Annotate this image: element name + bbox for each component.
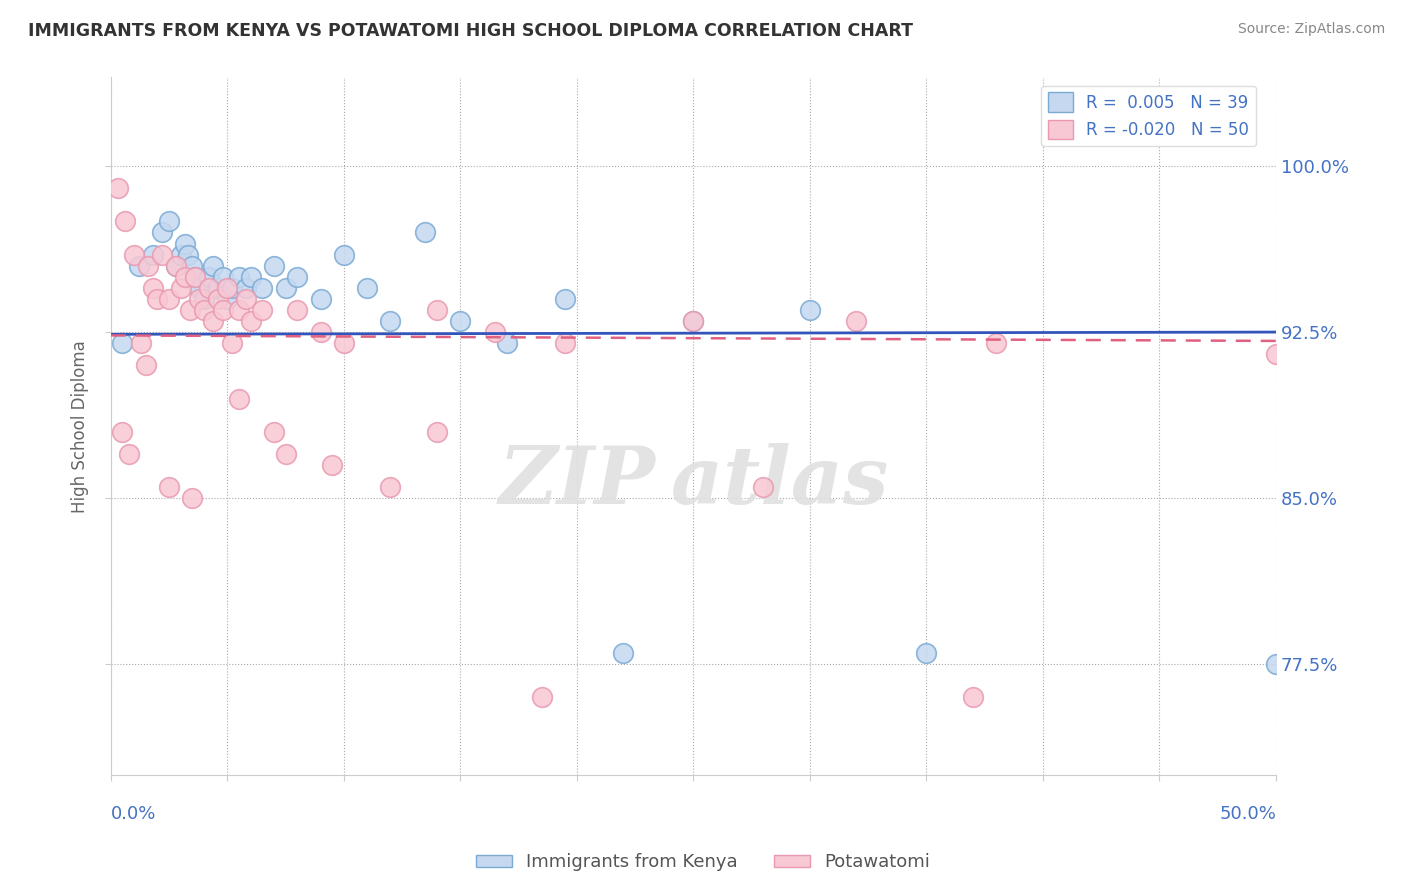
Point [221, 281, 243, 295]
Point [274, 447, 297, 461]
Point [496, 336, 519, 351]
Point [752, 480, 775, 494]
Point [612, 646, 634, 660]
Point [207, 292, 229, 306]
Point [157, 292, 180, 306]
Text: Source: ZipAtlas.com: Source: ZipAtlas.com [1237, 22, 1385, 37]
Point [682, 314, 704, 328]
Point [174, 236, 197, 251]
Point [142, 281, 165, 295]
Point [188, 292, 211, 306]
Point [415, 226, 437, 240]
Point [174, 269, 197, 284]
Point [239, 314, 262, 328]
Point [554, 292, 576, 306]
Point [107, 181, 129, 195]
Point [333, 336, 356, 351]
Point [426, 302, 449, 317]
Point [530, 690, 553, 705]
Point [142, 247, 165, 261]
Point [181, 491, 204, 505]
Point [263, 425, 285, 439]
Point [217, 281, 239, 295]
Text: IMMIGRANTS FROM KENYA VS POTAWATOMI HIGH SCHOOL DIPLOMA CORRELATION CHART: IMMIGRANTS FROM KENYA VS POTAWATOMI HIGH… [28, 22, 912, 40]
Legend: Immigrants from Kenya, Potawatomi: Immigrants from Kenya, Potawatomi [468, 847, 938, 879]
Point [252, 302, 274, 317]
Point [114, 214, 136, 228]
Point [1265, 657, 1288, 672]
Point [128, 259, 150, 273]
Point [179, 302, 201, 317]
Point [356, 281, 378, 295]
Point [228, 269, 250, 284]
Point [183, 269, 205, 284]
Point [118, 447, 141, 461]
Point [193, 302, 215, 317]
Point [274, 281, 297, 295]
Point [111, 336, 134, 351]
Point [252, 281, 274, 295]
Point [554, 336, 576, 351]
Point [799, 302, 821, 317]
Point [157, 214, 180, 228]
Point [165, 259, 187, 273]
Point [211, 269, 233, 284]
Point [136, 259, 159, 273]
Point [380, 480, 402, 494]
Point [111, 425, 134, 439]
Point [150, 226, 173, 240]
Text: 50.0%: 50.0% [1219, 805, 1277, 823]
Point [150, 247, 173, 261]
Point [170, 281, 193, 295]
Point [285, 302, 308, 317]
Point [380, 314, 402, 328]
Legend: R =  0.005   N = 39, R = -0.020   N = 50: R = 0.005 N = 39, R = -0.020 N = 50 [1042, 86, 1256, 146]
Point [146, 292, 169, 306]
Text: 0.0%: 0.0% [111, 805, 156, 823]
Point [845, 314, 868, 328]
Point [228, 302, 250, 317]
Point [122, 247, 145, 261]
Text: ZIP atlas: ZIP atlas [498, 443, 889, 521]
Point [193, 292, 215, 306]
Point [165, 259, 187, 273]
Point [239, 269, 262, 284]
Point [157, 480, 180, 494]
Point [211, 302, 233, 317]
Point [129, 336, 152, 351]
Point [217, 292, 239, 306]
Point [309, 325, 332, 339]
Point [176, 247, 198, 261]
Point [333, 247, 356, 261]
Point [1265, 347, 1288, 361]
Point [426, 425, 449, 439]
Point [228, 392, 250, 406]
Point [915, 646, 938, 660]
Point [449, 314, 471, 328]
Point [221, 336, 243, 351]
Point [962, 690, 984, 705]
Point [181, 259, 204, 273]
Point [484, 325, 506, 339]
Point [207, 281, 229, 295]
Point [235, 281, 257, 295]
Point [321, 458, 343, 472]
Point [197, 281, 219, 295]
Point [235, 292, 257, 306]
Point [202, 314, 225, 328]
Point [285, 269, 308, 284]
Point [309, 292, 332, 306]
Point [183, 269, 205, 284]
Y-axis label: High School Diploma: High School Diploma [72, 340, 89, 513]
Point [135, 359, 157, 373]
Point [682, 314, 704, 328]
Point [263, 259, 285, 273]
Point [197, 269, 219, 284]
Point [170, 247, 193, 261]
Point [188, 281, 211, 295]
Point [202, 259, 225, 273]
Point [986, 336, 1008, 351]
